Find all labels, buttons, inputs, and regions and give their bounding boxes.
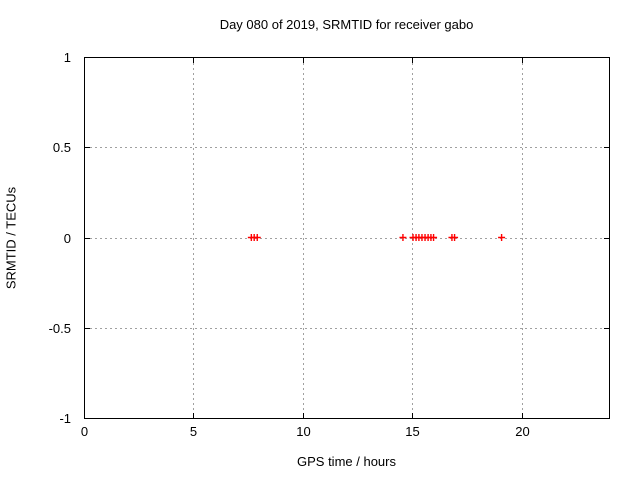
y-tick-label: -1 [59,411,71,426]
plot-border [84,57,610,419]
data-point-marker [253,234,261,241]
x-axis-label: GPS time / hours [297,454,396,469]
x-tick-label: 5 [190,424,197,439]
data-point-marker [430,234,438,241]
x-tick-label: 10 [296,424,310,439]
y-tick-label: 0.5 [53,140,71,155]
chart-title: Day 080 of 2019, SRMTID for receiver gab… [219,17,474,32]
y-tick-label: 1 [64,50,71,65]
data-point-marker [451,234,459,241]
y-axis-label: SRMTID / TECUs [3,186,19,290]
data-point-marker [498,234,506,241]
y-tick-label: -0.5 [49,321,71,336]
y-tick-label: 0 [64,231,71,246]
data-point-marker [399,234,407,241]
x-tick-label: 0 [81,424,88,439]
x-tick-label: 15 [405,424,419,439]
x-tick-label: 20 [515,424,529,439]
